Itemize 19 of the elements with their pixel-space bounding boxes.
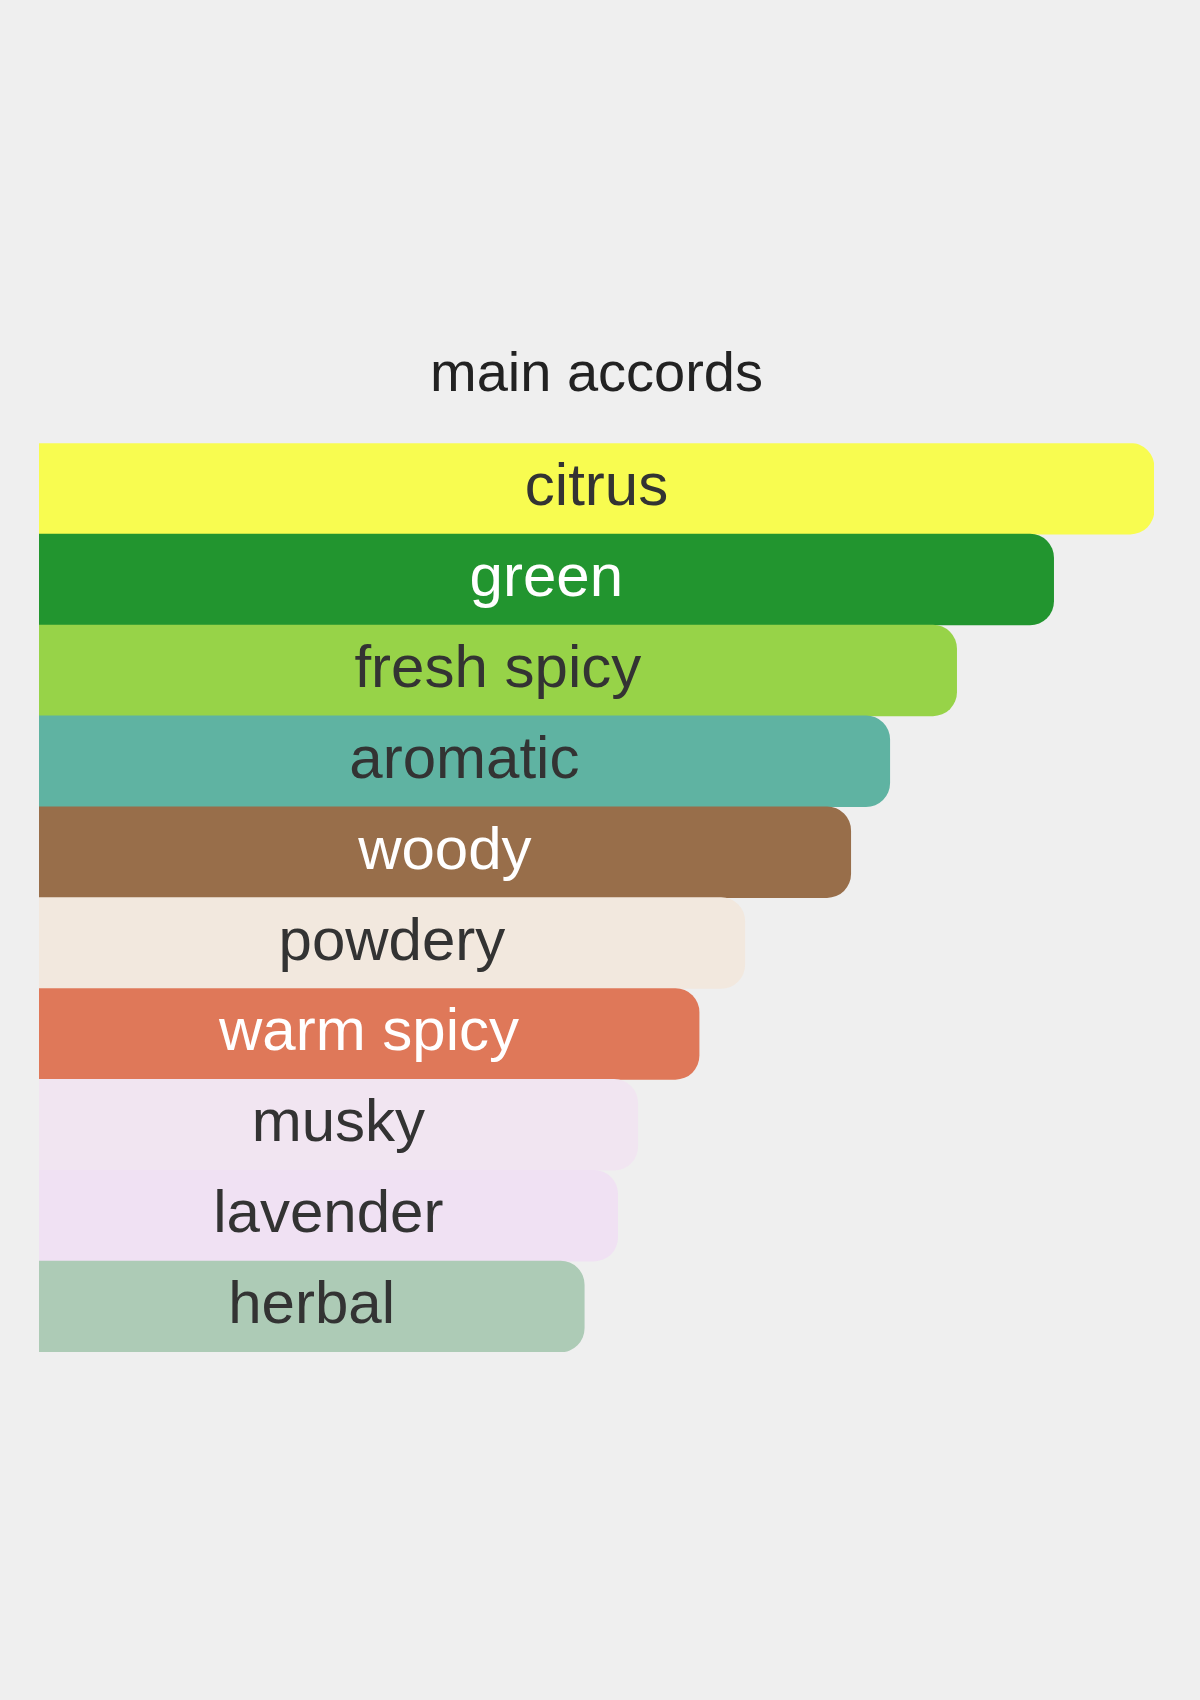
y-tick-label: musky [251, 1087, 426, 1155]
y-tick-label: green [469, 542, 624, 610]
y-tick-label: herbal [228, 1269, 396, 1337]
bar [39, 443, 1154, 535]
bar [39, 715, 891, 808]
bar [39, 897, 746, 989]
bar [39, 1260, 585, 1352]
chart-title: main accords [429, 340, 764, 404]
bar [39, 624, 957, 717]
y-tick-label: aromatic [349, 723, 580, 791]
y-tick-label: citrus [524, 451, 669, 519]
y-tick-label: powdery [278, 905, 506, 973]
bar [39, 533, 1054, 626]
y-tick-label: warm spicy [218, 996, 520, 1064]
y-tick-label: fresh spicy [354, 632, 642, 700]
y-tick-label: lavender [213, 1178, 444, 1246]
bar [39, 806, 852, 898]
y-tick-label: woody [357, 814, 532, 882]
bar [39, 988, 700, 1080]
